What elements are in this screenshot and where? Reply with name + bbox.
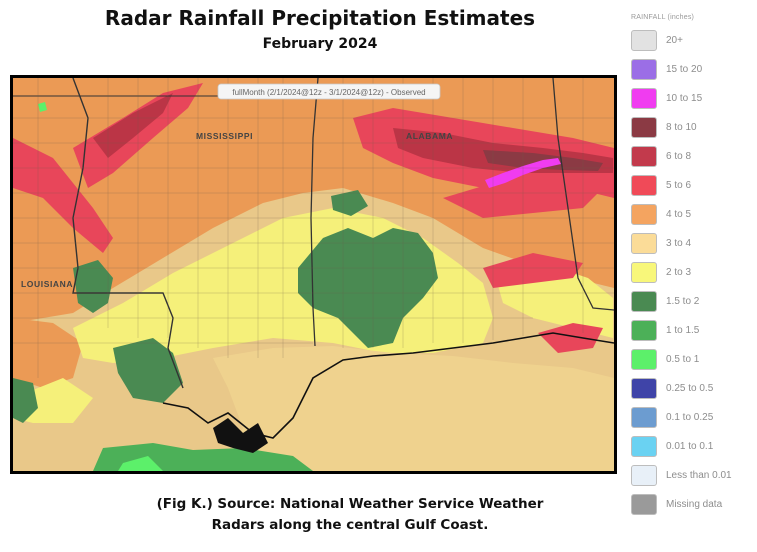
period-label: fullMonth (2/1/2024@12z - 3/1/2024@12z) … [232, 88, 425, 97]
caption-line-1: (Fig K.) Source: National Weather Servic… [156, 496, 544, 512]
rainfall-map[interactable]: MISSISSIPPI ALABAMA LOUISIANA fullMonth … [10, 75, 617, 474]
legend-swatch [631, 465, 657, 486]
legend-item: 8 to 10 [631, 113, 751, 142]
rainfall-legend: RAINFALL (inches) 20+ 15 to 20 10 to 15 8 t… [631, 14, 751, 519]
legend-label: 0.5 to 1 [666, 354, 700, 365]
legend-label: 0.01 to 0.1 [666, 441, 714, 452]
legend-swatch [631, 59, 657, 80]
legend-swatch [631, 233, 657, 254]
legend-item: 2 to 3 [631, 258, 751, 287]
rain-zone-0-5-1 [118, 456, 163, 471]
legend-item: Missing data [631, 490, 751, 519]
rain-zone-1-5-2-north [331, 190, 368, 216]
legend-swatch [631, 407, 657, 428]
legend-swatch [631, 262, 657, 283]
rain-zone-1-5-2-la-west [13, 378, 38, 423]
legend-swatch [631, 436, 657, 457]
map-label-alabama: ALABAMA [406, 131, 453, 141]
legend-swatch [631, 117, 657, 138]
legend-swatch [631, 146, 657, 167]
legend-swatch [631, 88, 657, 109]
legend-item: 0.01 to 0.1 [631, 432, 751, 461]
rainfall-map-canvas: MISSISSIPPI ALABAMA LOUISIANA fullMonth … [13, 78, 614, 471]
rain-streak-al-south [483, 253, 583, 288]
rain-zone-1-5-2-la-south [113, 338, 183, 403]
legend-label: 2 to 3 [666, 267, 692, 278]
legend-label: 8 to 10 [666, 122, 697, 133]
rain-core-ms [93, 93, 173, 158]
map-label-louisiana: LOUISIANA [21, 279, 73, 289]
legend-item: 0.1 to 0.25 [631, 403, 751, 432]
legend-item: 6 to 8 [631, 142, 751, 171]
legend-label: 3 to 4 [666, 238, 692, 249]
rain-zone-4-5-west [13, 318, 83, 388]
rain-zone-1-5-2-la [73, 260, 113, 313]
legend-title: RAINFALL (inches) [631, 14, 695, 21]
legend-label: 0.25 to 0.5 [666, 383, 714, 394]
legend-item: 15 to 20 [631, 55, 751, 84]
legend-swatch [631, 204, 657, 225]
legend-label: 6 to 8 [666, 151, 692, 162]
legend-item: 10 to 15 [631, 84, 751, 113]
legend-swatch [631, 349, 657, 370]
legend-label: 5 to 6 [666, 180, 692, 191]
county-lines [13, 78, 614, 378]
legend-label: 20+ [666, 35, 683, 46]
gulf-coastline [162, 332, 614, 439]
legend-item: 20+ [631, 26, 751, 55]
legend-item: 1.5 to 2 [631, 287, 751, 316]
legend-item: 1 to 1.5 [631, 316, 751, 345]
figure-caption: (Fig K.) Source: National Weather Servic… [100, 494, 600, 536]
page-title: Radar Rainfall Precipitation Estimates [104, 6, 536, 30]
rain-spot-0-5-1 [38, 102, 47, 112]
legend-swatch [631, 175, 657, 196]
legend-item: 4 to 5 [631, 200, 751, 229]
legend-label: 1.5 to 2 [666, 296, 700, 307]
legend-label: 1 to 1.5 [666, 325, 700, 336]
legend-label: 10 to 15 [666, 93, 703, 104]
legend-label: Missing data [666, 499, 723, 510]
legend-swatch [631, 378, 657, 399]
legend-item: 5 to 6 [631, 171, 751, 200]
legend-swatch [631, 494, 657, 515]
map-label-mississippi: MISSISSIPPI [196, 131, 253, 141]
legend-item: Less than 0.01 [631, 461, 751, 490]
legend-item: 3 to 4 [631, 229, 751, 258]
period-label-pill: fullMonth (2/1/2024@12z - 3/1/2024@12z) … [217, 83, 441, 100]
legend-item: 0.25 to 0.5 [631, 374, 751, 403]
caption-line-2: Radars along the central Gulf Coast. [211, 517, 489, 533]
page-subtitle: February 2024 [262, 36, 378, 52]
rain-streak-fl-panhandle [538, 323, 603, 353]
legend-swatch [631, 30, 657, 51]
legend-label: 15 to 20 [666, 64, 703, 75]
delta-marsh [213, 418, 268, 453]
legend-swatch [631, 320, 657, 341]
legend-label: 0.1 to 0.25 [666, 412, 714, 423]
legend-items: 20+ 15 to 20 10 to 15 8 to 10 6 to 8 5 to 6 4 … [631, 26, 751, 519]
legend-label: Less than 0.01 [666, 470, 732, 481]
legend-label: 4 to 5 [666, 209, 692, 220]
legend-item: 0.5 to 1 [631, 345, 751, 374]
legend-swatch [631, 291, 657, 312]
